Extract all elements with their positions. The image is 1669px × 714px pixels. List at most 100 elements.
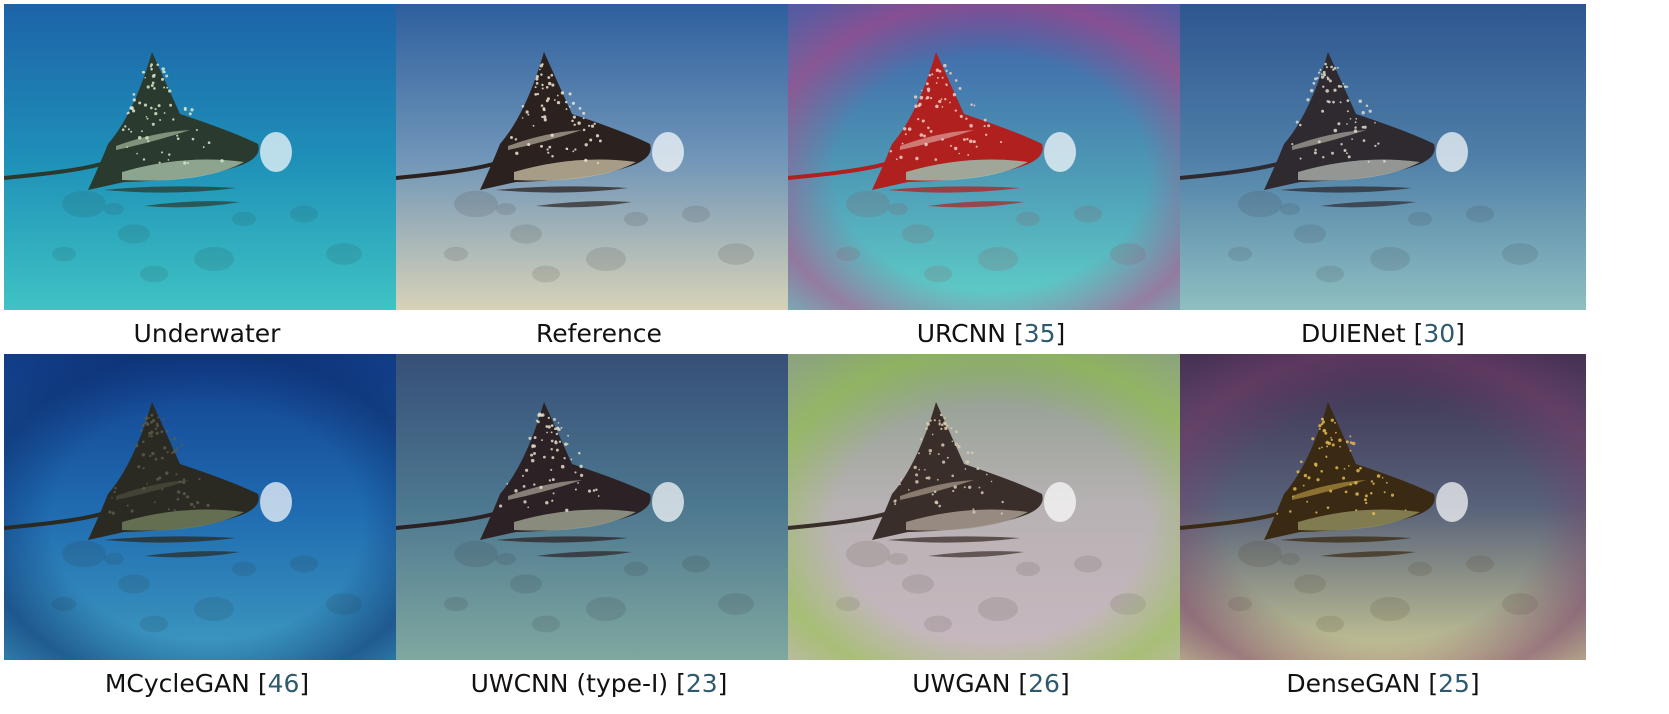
ray-spot <box>941 106 944 108</box>
ray-spot <box>191 137 195 141</box>
ray-spot <box>1331 151 1334 155</box>
caption-label: Underwater <box>133 319 281 348</box>
ray-spot <box>902 127 907 131</box>
ray-spot <box>579 464 583 469</box>
ray-spot <box>510 136 513 139</box>
ray-spot <box>166 86 169 89</box>
ray-spot <box>1326 506 1330 509</box>
seabed-rock <box>1370 247 1410 271</box>
ray-spot <box>151 451 155 456</box>
ray-spot <box>551 155 554 158</box>
ray-spot <box>1333 66 1337 70</box>
ray-spot <box>1349 441 1353 445</box>
ray-spot <box>1320 73 1323 76</box>
ray-spot <box>182 478 186 481</box>
ray-spot <box>924 468 926 471</box>
ray-spot <box>965 117 968 120</box>
ray-spot <box>1299 123 1302 127</box>
ray-spot <box>521 474 525 477</box>
ray-spot <box>1374 144 1377 148</box>
ray-spot <box>971 451 974 455</box>
ray-spot <box>153 501 156 504</box>
eagle-ray-scene <box>4 354 410 660</box>
ray-spot <box>985 473 988 476</box>
ray-spot <box>929 452 931 455</box>
ray-spot <box>532 124 535 127</box>
ray-spot <box>541 87 544 90</box>
eagle-ray-belly <box>122 159 244 181</box>
ray-spot <box>1330 418 1334 422</box>
citation-ref[interactable]: 25 <box>1438 669 1470 698</box>
ray-spot <box>545 85 549 89</box>
ray-spot <box>1307 476 1311 480</box>
ray-spot <box>141 453 146 457</box>
ray-spot <box>160 430 164 434</box>
ray-spot <box>175 473 178 476</box>
ray-spot <box>958 152 960 155</box>
ray-spot <box>939 413 943 417</box>
ray-spot <box>933 419 936 422</box>
ray-spot <box>141 130 143 133</box>
citation-ref[interactable]: 46 <box>267 669 300 698</box>
caption-duienet: DUIENet [30] <box>1301 319 1465 348</box>
citation-ref[interactable]: 26 <box>1028 669 1060 698</box>
ray-spot <box>132 93 136 96</box>
ray-spot <box>176 137 180 141</box>
ray-spot <box>1320 75 1325 79</box>
caption-label: MCycleGAN <box>104 669 250 698</box>
seabed-rock <box>232 211 256 227</box>
seabed-rock <box>454 540 498 568</box>
ray-spot <box>1293 487 1297 491</box>
ray-spot <box>927 476 931 480</box>
citation-ref[interactable]: 35 <box>1023 319 1056 348</box>
ray-spot <box>934 500 939 505</box>
ray-spot <box>149 454 152 458</box>
seabed-rock <box>624 561 648 577</box>
ray-spot <box>1349 117 1352 120</box>
ray-spot <box>941 76 944 79</box>
ray-spot <box>577 482 579 484</box>
ray-spot <box>1302 484 1305 487</box>
ray-spot <box>530 458 535 463</box>
ray-spot <box>973 104 976 107</box>
ray-spot <box>157 104 161 108</box>
ray-spot <box>917 104 921 108</box>
ray-spot <box>572 115 576 119</box>
seabed-rock <box>444 596 468 612</box>
ray-spot <box>183 161 187 165</box>
ray-spot <box>1339 445 1341 448</box>
ray-spot <box>153 87 156 90</box>
ray-spot <box>951 474 955 478</box>
ray-spot <box>935 82 938 84</box>
ray-spot <box>1347 465 1350 467</box>
ray-spot <box>154 111 158 116</box>
eagle-ray-belly <box>1298 509 1420 531</box>
ray-spot <box>955 430 958 434</box>
ray-spot <box>927 126 930 130</box>
ray-spot <box>965 460 970 464</box>
ray-spot <box>168 89 172 93</box>
ray-spot <box>202 146 205 149</box>
remora-fish <box>1280 536 1412 543</box>
ray-spot <box>938 422 941 425</box>
ray-spot <box>542 107 546 111</box>
ray-spot <box>1339 101 1342 104</box>
ray-spot <box>941 443 945 447</box>
ray-spot <box>1314 148 1317 152</box>
ray-spot <box>949 71 952 75</box>
ray-spot <box>898 483 901 486</box>
ray-spot <box>954 79 958 82</box>
ray-spot <box>1346 85 1349 88</box>
ray-spot <box>196 500 200 505</box>
citation-ref[interactable]: 23 <box>685 669 718 698</box>
ray-spot <box>913 465 917 470</box>
ray-spot <box>560 464 565 469</box>
ray-spot <box>161 488 164 491</box>
ray-spot <box>1343 85 1347 89</box>
ray-spot <box>555 448 559 452</box>
ray-spot <box>554 441 558 445</box>
ray-spot <box>542 115 547 119</box>
citation-ref[interactable]: 30 <box>1423 319 1456 348</box>
light-glow <box>1436 132 1468 172</box>
